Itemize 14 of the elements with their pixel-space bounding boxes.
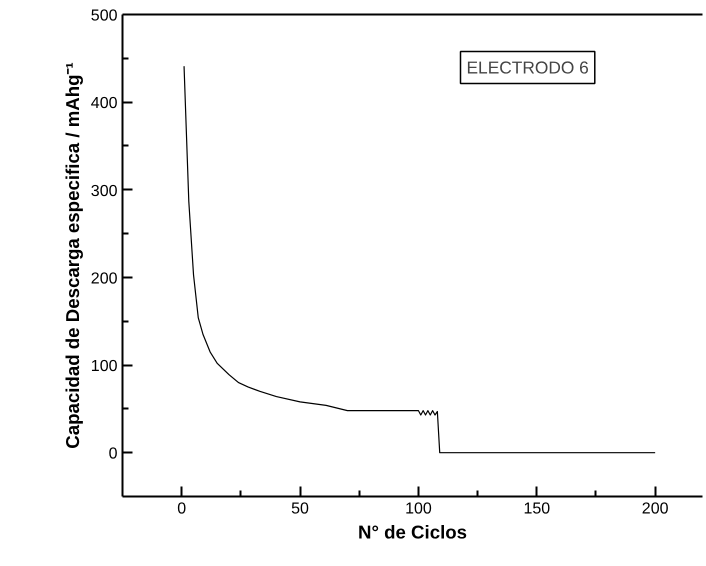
x-axis-title: N° de Ciclos — [358, 522, 468, 542]
y-tick-label: 500 — [90, 8, 118, 24]
annotation: ELECTRODO 6 — [466, 58, 589, 78]
x-tick-label: 200 — [642, 500, 669, 518]
y-tick-label: 400 — [90, 95, 118, 112]
y-tick-label: 100 — [90, 358, 118, 376]
x-tick-label: 0 — [177, 500, 186, 518]
y-tick-label: 300 — [90, 182, 118, 200]
x-tick-label: 150 — [523, 500, 550, 518]
x-tick-label: 50 — [291, 500, 310, 518]
y-tick-label: 0 — [108, 446, 118, 463]
y-tick-label: 200 — [90, 270, 118, 288]
y-axis-title: Capacidad de Descarga especifica / mAhg⁻¹ — [62, 62, 83, 449]
x-tick-label: 100 — [405, 500, 432, 518]
